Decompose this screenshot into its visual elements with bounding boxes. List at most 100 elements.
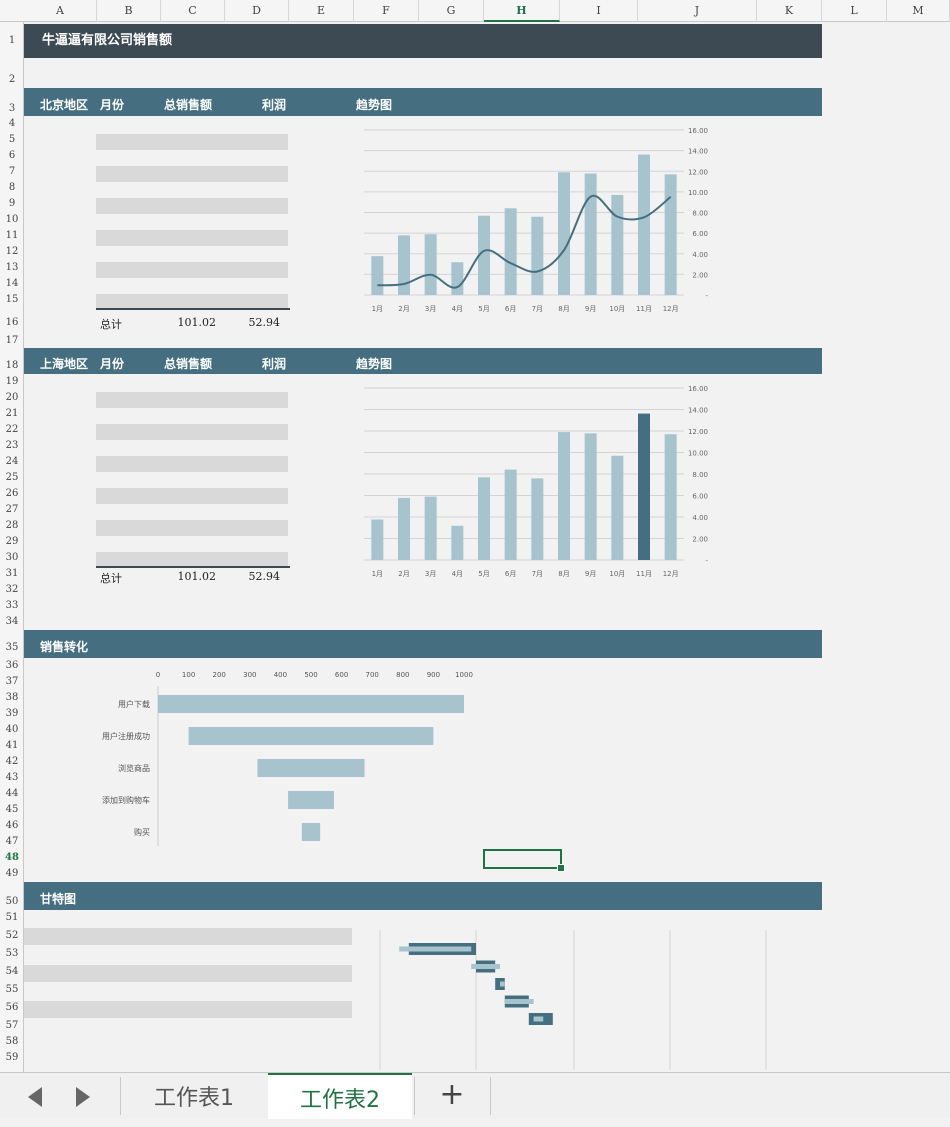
fill-handle[interactable] bbox=[557, 864, 565, 872]
bar[interactable] bbox=[611, 194, 624, 295]
bar[interactable] bbox=[584, 173, 597, 295]
bar[interactable] bbox=[584, 433, 597, 560]
funnel-bar[interactable] bbox=[288, 791, 334, 809]
row-header[interactable]: 58 bbox=[5, 1036, 19, 1047]
gantt-actual-bar[interactable] bbox=[504, 999, 534, 1004]
row-header[interactable]: 48 bbox=[5, 852, 19, 863]
row-header[interactable]: 29 bbox=[5, 536, 19, 547]
row-header[interactable]: 45 bbox=[5, 804, 19, 815]
row-header[interactable]: 19 bbox=[5, 376, 19, 387]
row-header[interactable]: 16 bbox=[5, 317, 19, 328]
row-header[interactable]: 20 bbox=[5, 392, 19, 403]
row-header[interactable]: 22 bbox=[5, 424, 19, 435]
bar[interactable] bbox=[478, 477, 490, 560]
row-header[interactable]: 32 bbox=[5, 584, 19, 595]
row-header[interactable]: 15 bbox=[5, 294, 19, 305]
gantt-actual-bar[interactable] bbox=[500, 981, 505, 987]
row-header[interactable]: 54 bbox=[5, 966, 19, 977]
row-header[interactable]: 10 bbox=[5, 214, 19, 225]
selected-cell[interactable] bbox=[483, 849, 565, 872]
row-header[interactable]: 40 bbox=[5, 724, 19, 735]
row-header[interactable]: 34 bbox=[5, 616, 19, 627]
add-sheet-button[interactable]: + bbox=[439, 1077, 465, 1112]
row-header[interactable]: 11 bbox=[5, 230, 19, 241]
row-header[interactable]: 47 bbox=[5, 836, 19, 847]
bar[interactable] bbox=[398, 235, 410, 295]
prev-sheet-icon[interactable] bbox=[28, 1087, 42, 1107]
row-header[interactable]: 53 bbox=[5, 948, 19, 959]
row-header[interactable]: 59 bbox=[5, 1052, 19, 1063]
row-header[interactable]: 24 bbox=[5, 456, 19, 467]
column-header[interactable]: J bbox=[638, 0, 757, 22]
bar[interactable] bbox=[638, 413, 650, 560]
row-header[interactable]: 23 bbox=[5, 440, 19, 451]
row-header[interactable]: 44 bbox=[5, 788, 19, 799]
bar[interactable] bbox=[371, 256, 384, 295]
bar[interactable] bbox=[504, 469, 517, 560]
row-header[interactable]: 30 bbox=[5, 552, 19, 563]
row-header[interactable]: 18 bbox=[5, 360, 19, 371]
row-header[interactable]: 1 bbox=[8, 35, 16, 46]
row-header[interactable]: 46 bbox=[5, 820, 19, 831]
column-header[interactable]: A bbox=[24, 0, 97, 22]
gantt-actual-bar[interactable] bbox=[399, 946, 472, 952]
column-header[interactable]: B bbox=[97, 0, 161, 22]
bar[interactable] bbox=[451, 262, 464, 295]
bar[interactable] bbox=[424, 496, 437, 560]
bar[interactable] bbox=[558, 172, 570, 295]
column-header[interactable]: K bbox=[757, 0, 822, 22]
row-header[interactable]: 7 bbox=[8, 166, 16, 177]
column-header[interactable]: E bbox=[289, 0, 354, 22]
row-header[interactable]: 38 bbox=[5, 692, 19, 703]
bar[interactable] bbox=[531, 478, 544, 560]
funnel-chart[interactable]: 0 100 200 300 400 500 600 700 800 900 1000 用户下载用户注册… bbox=[80, 664, 500, 850]
bar[interactable] bbox=[664, 174, 677, 295]
row-header[interactable]: 6 bbox=[8, 150, 16, 161]
column-header[interactable]: C bbox=[161, 0, 225, 22]
beijing-trend-chart[interactable]: - 2.00 4.00 6.00 8.00 10.00 12.00 14.00 16.00 1月 2… bbox=[356, 120, 716, 325]
profit-line[interactable] bbox=[377, 194, 672, 289]
row-header[interactable]: 51 bbox=[5, 912, 19, 923]
bar[interactable] bbox=[558, 432, 570, 560]
row-header-bar[interactable]: 1 2 3 4 5 6 7 8 9 10 11 12 13 14 15 16 17 18 19 20 21 22 23 24 2… bbox=[0, 22, 24, 1072]
row-header[interactable]: 9 bbox=[8, 198, 16, 209]
row-header[interactable]: 4 bbox=[8, 118, 16, 129]
column-header[interactable]: H bbox=[484, 0, 560, 22]
next-sheet-icon[interactable] bbox=[76, 1087, 90, 1107]
bar[interactable] bbox=[504, 208, 517, 295]
funnel-bar[interactable] bbox=[188, 727, 434, 745]
bar[interactable] bbox=[371, 519, 384, 560]
row-header[interactable]: 12 bbox=[5, 246, 19, 257]
row-header[interactable]: 41 bbox=[5, 740, 19, 751]
row-header[interactable]: 37 bbox=[5, 676, 19, 687]
gantt-actual-bar[interactable] bbox=[471, 964, 500, 969]
row-header[interactable]: 14 bbox=[5, 278, 19, 289]
tab-sheet1[interactable]: 工作表1 bbox=[154, 1086, 234, 1111]
funnel-bar[interactable] bbox=[301, 823, 321, 841]
column-header[interactable]: G bbox=[419, 0, 484, 22]
shanghai-trend-chart[interactable]: - 2.00 4.00 6.00 8.00 10.00 12.00 14.00 16.00 1月 2… bbox=[356, 378, 716, 590]
row-header[interactable]: 13 bbox=[5, 262, 19, 273]
row-header[interactable]: 55 bbox=[5, 984, 19, 995]
row-header[interactable]: 3 bbox=[8, 103, 16, 114]
row-header[interactable]: 33 bbox=[5, 600, 19, 611]
row-header[interactable]: 25 bbox=[5, 472, 19, 483]
row-header[interactable]: 56 bbox=[5, 1002, 19, 1013]
row-header[interactable]: 26 bbox=[5, 488, 19, 499]
row-header[interactable]: 31 bbox=[5, 568, 19, 579]
bar[interactable] bbox=[478, 215, 490, 295]
column-header[interactable]: D bbox=[225, 0, 289, 22]
row-header[interactable]: 2 bbox=[8, 74, 16, 85]
row-header[interactable]: 8 bbox=[8, 182, 16, 193]
row-header[interactable]: 21 bbox=[5, 408, 19, 419]
row-header[interactable]: 35 bbox=[5, 642, 19, 653]
gantt-actual-bar[interactable] bbox=[533, 1016, 544, 1022]
row-header[interactable]: 17 bbox=[5, 335, 19, 346]
row-header[interactable]: 50 bbox=[5, 896, 19, 907]
funnel-bar[interactable] bbox=[158, 695, 464, 713]
row-header[interactable]: 49 bbox=[5, 868, 19, 879]
bar[interactable] bbox=[664, 434, 677, 560]
funnel-bar[interactable] bbox=[257, 759, 365, 777]
